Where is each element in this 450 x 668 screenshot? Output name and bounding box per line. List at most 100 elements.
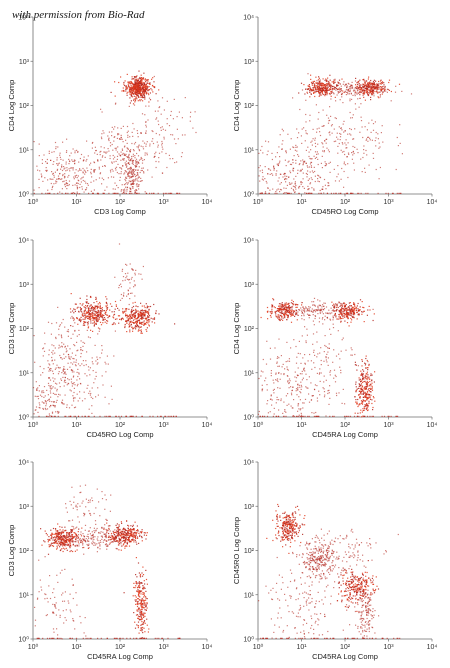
data-point [362,377,364,379]
data-point [364,395,366,397]
data-point [307,88,309,90]
data-point [329,74,331,76]
data-point [108,415,110,417]
data-point [341,312,343,314]
data-point [131,160,133,162]
data-point [332,88,334,90]
data-point [261,388,264,390]
x-tick-label: 10² [115,199,126,206]
x-tick-label: 10⁰ [28,421,39,429]
data-point [118,284,120,286]
data-point [54,415,56,417]
data-point [136,321,138,323]
data-point [279,188,281,191]
data-point [364,388,366,390]
data-point [105,305,107,307]
data-point [349,310,351,312]
data-point [373,93,375,95]
data-point [161,146,163,148]
data-point [52,370,54,372]
data-point [135,79,137,81]
data-point [317,313,319,315]
data-point [143,315,145,317]
data-point [99,172,102,174]
data-point [131,309,133,311]
data-point [121,138,123,140]
data-point [137,82,139,84]
data-point [111,398,113,400]
data-point [277,316,279,318]
data-point [104,396,106,398]
data-point [388,79,391,81]
data-point [325,306,328,308]
data-point [371,388,373,390]
data-point [138,329,140,331]
scatter-points [32,243,177,418]
data-point [332,304,334,307]
data-point [135,161,137,164]
data-point [145,143,147,145]
data-point [114,167,117,169]
data-point [53,183,55,185]
data-point [143,85,145,87]
data-point [164,192,166,194]
data-point [296,394,298,396]
data-point [324,161,326,163]
data-point [74,160,76,162]
data-point [67,329,69,331]
data-point [359,387,361,389]
data-point [148,324,150,326]
data-point [136,88,138,90]
data-point [374,86,376,88]
data-point [341,313,343,315]
data-point [366,383,368,385]
data-point [367,136,369,138]
data-point [360,400,363,402]
data-point [357,98,359,100]
data-point [64,183,66,185]
data-point [358,84,360,86]
data-point [374,400,376,402]
data-point [329,89,331,91]
data-point [78,415,80,417]
data-point [180,156,183,158]
data-point [303,187,305,189]
data-point [325,138,327,140]
data-point [85,160,87,162]
data-point [144,191,146,193]
data-point [101,352,103,354]
data-point [339,88,341,90]
data-point [375,168,377,171]
data-point [102,155,104,157]
data-point [59,324,61,326]
data-point [117,315,120,317]
data-point [359,299,362,301]
data-point [146,320,148,322]
data-point [87,415,89,417]
data-point [83,169,85,171]
data-point [80,352,82,355]
data-point [82,160,84,162]
data-point [333,310,335,312]
data-point [301,312,303,314]
data-point [361,393,363,395]
data-point [68,415,70,417]
data-point [329,84,331,86]
data-point [305,162,307,164]
data-point [334,305,336,307]
data-point [307,188,309,190]
data-point [55,337,57,340]
data-point [280,355,282,357]
data-point [124,310,126,312]
data-point [372,91,374,93]
data-point [144,95,146,97]
data-point [129,298,131,300]
data-point [322,317,324,319]
data-point [276,357,278,359]
data-point [143,90,145,92]
data-point [358,88,360,90]
data-point [101,315,103,317]
data-point [126,278,129,280]
data-point [91,357,93,359]
data-point [66,330,68,332]
